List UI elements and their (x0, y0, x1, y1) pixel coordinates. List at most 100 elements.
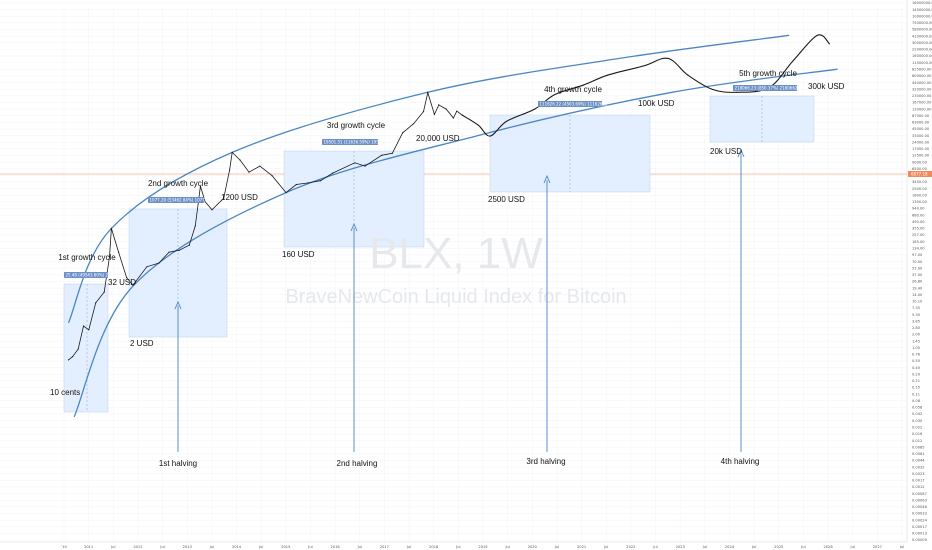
price-point (178, 249, 180, 251)
y-tick-label: 0.00063 (912, 498, 927, 502)
y-tick-label: 0.016 (912, 432, 923, 436)
price-point (72, 356, 74, 358)
price-label: 20k USD (710, 147, 742, 156)
y-tick-label: 1.45 (912, 339, 920, 343)
projection-point (792, 60, 794, 62)
price-point (332, 172, 334, 174)
projection-point (736, 91, 738, 93)
x-tick-label: Jul (258, 545, 263, 549)
y-tick-label: 3450.00 (912, 180, 928, 184)
range-tag: 25.48 (49543.60%) 2540 (66, 272, 117, 277)
price-point (259, 165, 261, 167)
price-point (422, 111, 425, 113)
y-tick-label: 87000.00 (912, 114, 930, 118)
y-tick-label: 70.00 (912, 260, 923, 264)
y-tick-label: 1300.00 (912, 200, 928, 204)
cycle-label: 1st growth cycle (58, 253, 116, 262)
x-tick-label: 2014 (232, 545, 242, 549)
price-point (168, 251, 170, 253)
x-tick-label: 2023 (676, 545, 685, 549)
y-tick-label: 12500.00 (912, 154, 930, 158)
projection-point (711, 88, 713, 90)
y-tick-label: 0.76 (912, 353, 921, 357)
x-tick-label: Jul (159, 545, 164, 549)
cycle-label: 2nd growth cycle (148, 179, 209, 188)
x-tick-label: 2013 (183, 545, 192, 549)
x-tick-label: 2018 (429, 545, 439, 549)
x-tick-label: Jul (850, 545, 855, 549)
x-tick-label: Jul (209, 545, 214, 549)
range-tag: 19501.51 (11636.59%) 1950151 (324, 139, 390, 144)
y-tick-label: 0.00009 (912, 538, 928, 542)
y-tick-label: 37.00 (912, 273, 923, 277)
price-point (126, 277, 128, 279)
price-point (103, 291, 105, 293)
y-tick-label: 355.00 (912, 227, 925, 231)
halving-arrowhead (350, 222, 358, 232)
projection-point (643, 65, 645, 67)
price-label: 300k USD (808, 82, 845, 91)
y-tick-label: 19.40 (912, 286, 923, 290)
x-tick-label: Jul (406, 545, 411, 549)
cycle-label: 5th growth cycle (739, 69, 797, 78)
price-point (285, 192, 287, 194)
price-point (108, 256, 111, 258)
y-tick-label: 9000.00 (912, 160, 928, 164)
y-tick-label: 24000.00 (912, 140, 930, 144)
y-tick-label: 0.00017 (912, 525, 927, 529)
price-point (445, 108, 447, 110)
y-tick-label: 1.05 (912, 346, 920, 350)
price-point (188, 244, 190, 246)
y-tick-label: 0.0061 (912, 452, 925, 456)
y-tick-label: 6500.00 (912, 167, 928, 171)
y-tick-label: 2.00 (912, 333, 921, 337)
y-tick-label: 10000000.00 (912, 14, 932, 18)
y-tick-label: 0.058 (912, 406, 923, 410)
y-tick-label: 5.30 (912, 313, 921, 317)
price-point (413, 123, 415, 125)
price-series (67, 34, 830, 361)
y-tick-label: 230000.00 (912, 94, 932, 98)
x-tick-label: Jul (110, 545, 115, 549)
price-point (319, 180, 322, 182)
price-point (158, 262, 160, 264)
y-tick-label: 0.0044 (912, 459, 925, 463)
price-label: 32 USD (108, 278, 136, 287)
range-tag-bg (538, 101, 602, 107)
price-point (194, 225, 196, 227)
y-tick-label: 680.00 (912, 213, 925, 217)
y-tick-label: 0.15 (912, 386, 920, 390)
x-tick-label: 2012 (133, 545, 142, 549)
price-point (248, 171, 250, 173)
range-tag-bg (733, 85, 797, 91)
halving-label: 4th halving (721, 457, 760, 466)
price-point (354, 162, 356, 164)
y-tick-label: 257.00 (912, 233, 925, 237)
y-tick-label: 0.0012 (912, 485, 925, 489)
y-tick-label: 167000.00 (912, 101, 932, 105)
projection-point (477, 124, 479, 126)
y-tick-label: 0.0017 (912, 479, 925, 483)
y-tick-label: 45000.00 (912, 127, 930, 131)
x-tick-label: Jul (702, 545, 707, 549)
price-point (82, 325, 85, 327)
price-point (381, 154, 383, 156)
price-point (231, 151, 233, 153)
price-point (110, 227, 112, 229)
price-point (364, 165, 366, 167)
y-tick-label: 0.00046 (912, 505, 928, 509)
halving-arrows (174, 148, 745, 452)
range-tag-bg (64, 272, 108, 278)
price-point (239, 159, 241, 161)
price-point (427, 92, 429, 94)
projection-point (667, 57, 669, 59)
y-tick-label: 0.08 (912, 399, 921, 403)
y-tick-label: 17000.00 (912, 147, 930, 151)
price-point (402, 132, 404, 134)
x-tick-label: Jul (652, 545, 657, 549)
y-tick-label: 0.55 (912, 359, 920, 363)
y-tick-label: 185.00 (912, 240, 925, 244)
x-tick-label: Jul (899, 545, 904, 549)
price-label: 2500 USD (488, 195, 525, 204)
x-tick-label: Jul (751, 545, 756, 549)
